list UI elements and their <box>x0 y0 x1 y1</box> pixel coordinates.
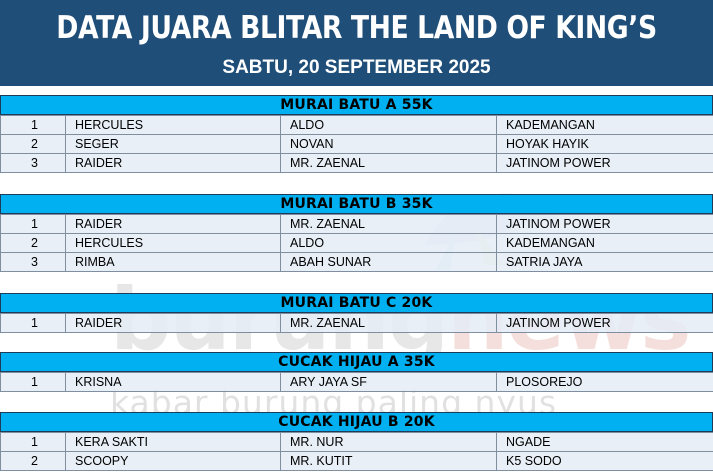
rank-cell: 1 <box>0 432 66 452</box>
rank-cell: 3 <box>0 252 66 272</box>
rank-cell: 1 <box>0 372 66 392</box>
category-title: MURAI BATU B 35K <box>0 194 713 214</box>
team-cell: SATRIA JAYA <box>496 252 713 272</box>
winners-table: 1 HERCULES ALDO KADEMANGAN 2 SEGER NOVAN… <box>0 115 713 173</box>
category-title: MURAI BATU C 20K <box>0 293 713 313</box>
bird-name-cell: RAIDER <box>65 313 281 333</box>
team-cell: KADEMANGAN <box>496 233 713 253</box>
team-cell: JATINOM POWER <box>496 153 713 173</box>
owner-cell: ARY JAYA SF <box>280 372 497 392</box>
bird-name-cell: SEGER <box>65 134 281 154</box>
team-cell: NGADE <box>496 432 713 452</box>
table-row: 3 RAIDER MR. ZAENAL JATINOM POWER <box>0 153 713 173</box>
category-title: MURAI BATU A 55K <box>0 95 713 115</box>
owner-cell: ABAH SUNAR <box>280 252 497 272</box>
table-row: 1 RAIDER MR. ZAENAL JATINOM POWER <box>0 214 713 234</box>
bird-name-cell: HERCULES <box>65 233 281 253</box>
bird-name-cell: HERCULES <box>65 115 281 135</box>
winners-table: 1 RAIDER MR. ZAENAL JATINOM POWER 2 HERC… <box>0 214 713 272</box>
bird-name-cell: RIMBA <box>65 252 281 272</box>
category-section: MURAI BATU C 20K 1 RAIDER MR. ZAENAL JAT… <box>0 293 713 333</box>
team-cell: JATINOM POWER <box>496 313 713 333</box>
owner-cell: MR. ZAENAL <box>280 153 497 173</box>
owner-cell: MR. KUTIT <box>280 451 497 471</box>
table-row: 2 SEGER NOVAN HOYAK HAYIK <box>0 134 713 154</box>
rank-cell: 3 <box>0 153 66 173</box>
report-header: DATA JUARA BLITAR THE LAND OF KING’S SAB… <box>0 0 713 86</box>
rank-cell: 2 <box>0 451 66 471</box>
table-row: 3 RIMBA ABAH SUNAR SATRIA JAYA <box>0 252 713 272</box>
owner-cell: ALDO <box>280 233 497 253</box>
table-row: 1 KERA SAKTI MR. NUR NGADE <box>0 432 713 452</box>
rank-cell: 1 <box>0 115 66 135</box>
bird-name-cell: KERA SAKTI <box>65 432 281 452</box>
bird-name-cell: KRISNA <box>65 372 281 392</box>
category-title: CUCAK HIJAU A 35K <box>0 352 713 372</box>
team-cell: K5 SODO <box>496 451 713 471</box>
rank-cell: 2 <box>0 134 66 154</box>
category-section: MURAI BATU A 55K 1 HERCULES ALDO KADEMAN… <box>0 95 713 173</box>
table-row: 2 HERCULES ALDO KADEMANGAN <box>0 233 713 253</box>
team-cell: KADEMANGAN <box>496 115 713 135</box>
table-row: 1 HERCULES ALDO KADEMANGAN <box>0 115 713 135</box>
rank-cell: 2 <box>0 233 66 253</box>
winners-table: 1 KERA SAKTI MR. NUR NGADE 2 SCOOPY MR. … <box>0 432 713 471</box>
owner-cell: MR. ZAENAL <box>280 313 497 333</box>
category-section: CUCAK HIJAU B 20K 1 KERA SAKTI MR. NUR N… <box>0 412 713 471</box>
bird-name-cell: SCOOPY <box>65 451 281 471</box>
table-row: 1 KRISNA ARY JAYA SF PLOSOREJO <box>0 372 713 392</box>
table-row: 1 RAIDER MR. ZAENAL JATINOM POWER <box>0 313 713 333</box>
report-date: SABTU, 20 SEPTEMBER 2025 <box>222 57 491 78</box>
owner-cell: MR. ZAENAL <box>280 214 497 234</box>
bird-name-cell: RAIDER <box>65 153 281 173</box>
category-section: MURAI BATU B 35K 1 RAIDER MR. ZAENAL JAT… <box>0 194 713 272</box>
bird-name-cell: RAIDER <box>65 214 281 234</box>
winners-table: 1 KRISNA ARY JAYA SF PLOSOREJO <box>0 372 713 392</box>
team-cell: HOYAK HAYIK <box>496 134 713 154</box>
owner-cell: MR. NUR <box>280 432 497 452</box>
rank-cell: 1 <box>0 214 66 234</box>
category-section: CUCAK HIJAU A 35K 1 KRISNA ARY JAYA SF P… <box>0 352 713 392</box>
rank-cell: 1 <box>0 313 66 333</box>
owner-cell: NOVAN <box>280 134 497 154</box>
team-cell: PLOSOREJO <box>496 372 713 392</box>
report-title: DATA JUARA BLITAR THE LAND OF KING’S <box>56 10 657 46</box>
category-title: CUCAK HIJAU B 20K <box>0 412 713 432</box>
owner-cell: ALDO <box>280 115 497 135</box>
winners-table: 1 RAIDER MR. ZAENAL JATINOM POWER <box>0 313 713 333</box>
table-row: 2 SCOOPY MR. KUTIT K5 SODO <box>0 451 713 471</box>
team-cell: JATINOM POWER <box>496 214 713 234</box>
